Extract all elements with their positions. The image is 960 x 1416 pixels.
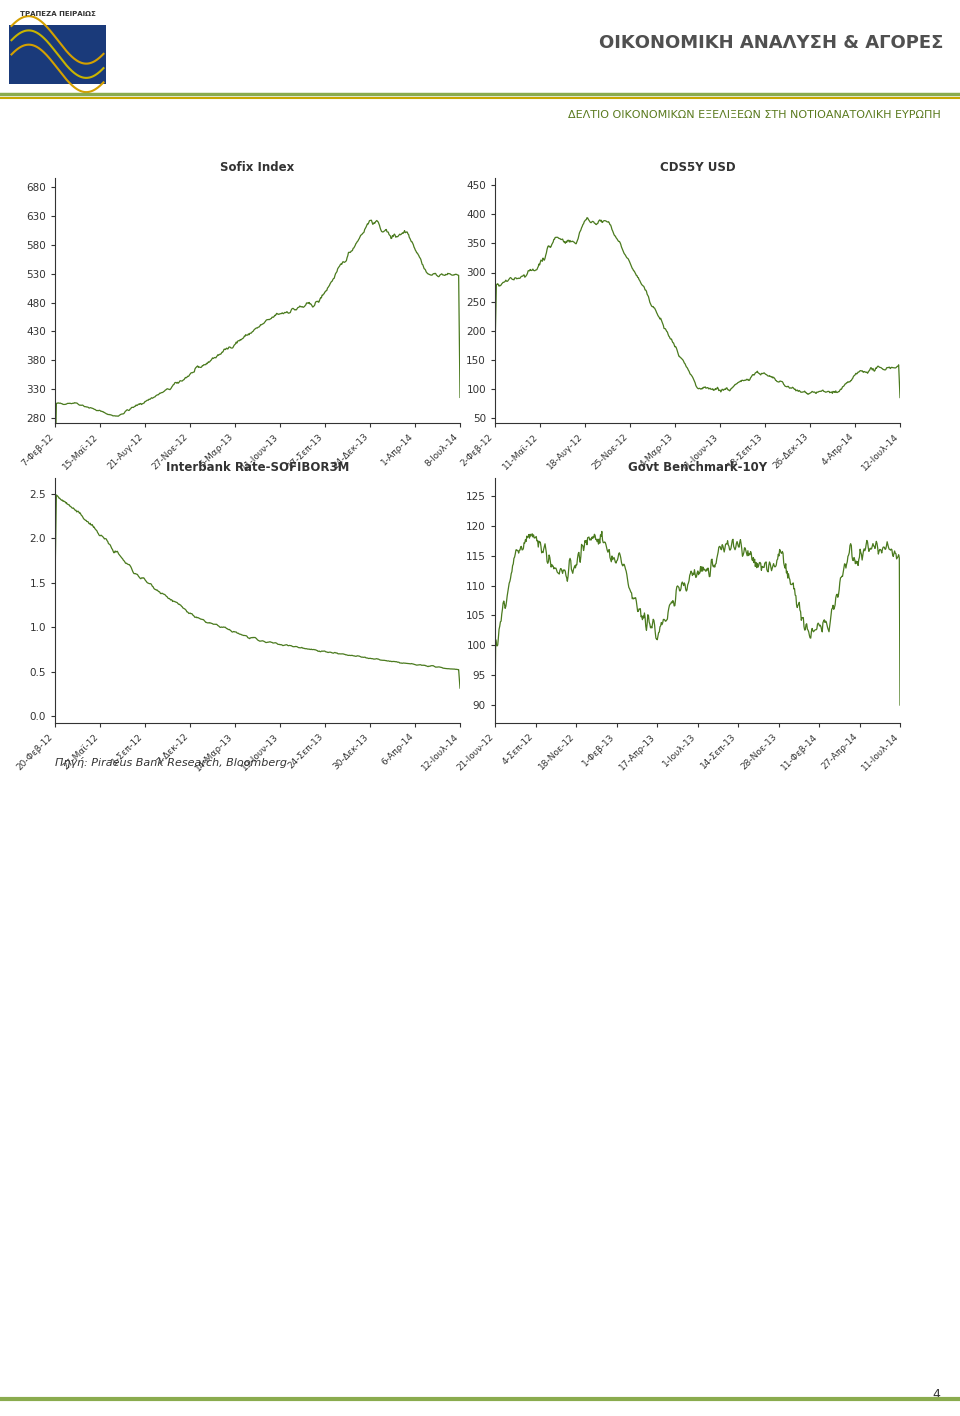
- Text: ΤΡΑΠΕΖΑ ΠΕΙΡΑΙΩΣ: ΤΡΑΠΕΖΑ ΠΕΙΡΑΙΩΣ: [19, 11, 95, 17]
- Text: 4: 4: [932, 1389, 940, 1402]
- Title: Sofix Index: Sofix Index: [221, 161, 295, 174]
- Text: ΔΕΛΤΙΟ ΟΙΚΟΝΟΜΙΚΩΝ ΕΞΕΛΙΞΕΩΝ ΣΤΗ ΝΟΤΙΟΑΝΑΤΟΛΙΚΗ ΕΥΡΩΠΗ: ΔΕΛΤΙΟ ΟΙΚΟΝΟΜΙΚΩΝ ΕΞΕΛΙΞΕΩΝ ΣΤΗ ΝΟΤΙΟΑΝ…: [568, 110, 941, 120]
- Text: Πηγή: Piraeus Bank Research, Bloomberg: Πηγή: Piraeus Bank Research, Bloomberg: [55, 758, 287, 767]
- Text: ΟΙΚΟΝΟΜΙΚΗ ΑΝΑΛΥΣΗ & ΑΓΟΡΕΣ: ΟΙΚΟΝΟΜΙΚΗ ΑΝΑΛΥΣΗ & ΑΓΟΡΕΣ: [599, 34, 943, 52]
- Title: CDS5Y USD: CDS5Y USD: [660, 161, 735, 174]
- Title: Govt Benchmark-10Y: Govt Benchmark-10Y: [628, 462, 767, 474]
- Title: Interbank Rate-SOFIBOR3M: Interbank Rate-SOFIBOR3M: [166, 462, 349, 474]
- Text: Χρηματοοικονομικοί Δείκτες: Χρηματοοικονομικοί Δείκτες: [29, 144, 322, 163]
